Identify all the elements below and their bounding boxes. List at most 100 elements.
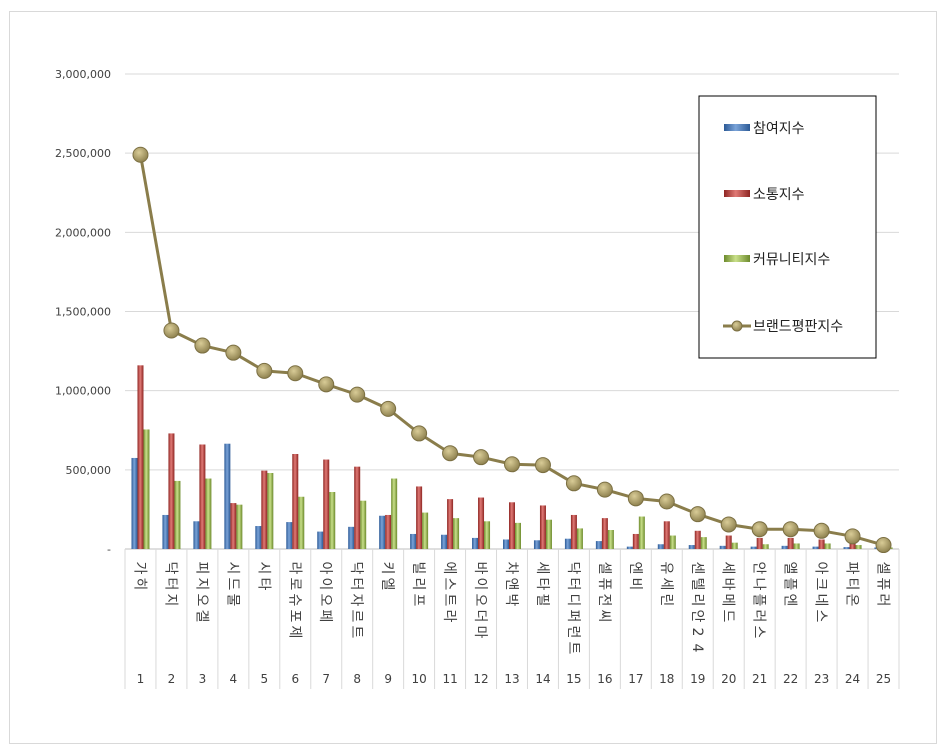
line-point bbox=[565, 475, 582, 492]
x-category-label: 타 bbox=[255, 578, 271, 591]
bar bbox=[174, 480, 181, 549]
bar bbox=[607, 530, 614, 549]
x-category-label: 셀 bbox=[875, 562, 891, 575]
bar bbox=[545, 519, 552, 549]
bar bbox=[267, 473, 274, 549]
x-category-label: 아 bbox=[813, 562, 829, 575]
bar bbox=[379, 515, 386, 549]
bar bbox=[472, 537, 479, 549]
line-point bbox=[813, 522, 830, 539]
line-point bbox=[163, 322, 180, 339]
x-rank-label: 24 bbox=[845, 672, 860, 686]
x-category-label: 드 bbox=[224, 578, 240, 591]
line-point bbox=[844, 528, 861, 545]
x-category-label: 세 bbox=[658, 578, 674, 591]
bar bbox=[441, 534, 448, 549]
x-rank-label: 15 bbox=[566, 672, 581, 686]
bar bbox=[750, 546, 757, 549]
x-category-label: 제 bbox=[286, 626, 302, 639]
x-category-label: 런 bbox=[565, 626, 581, 639]
y-tick-label: 2,000,000 bbox=[55, 226, 111, 239]
x-rank-label: 2 bbox=[168, 672, 176, 686]
bar bbox=[533, 540, 540, 549]
bar bbox=[539, 505, 546, 549]
line-point bbox=[132, 146, 149, 163]
x-category-label: 퍼 bbox=[565, 610, 581, 623]
x-category-label: 2 bbox=[689, 628, 705, 637]
line-point bbox=[782, 521, 799, 538]
x-category-label: 르 bbox=[348, 610, 364, 623]
bar bbox=[323, 459, 330, 549]
line-point bbox=[627, 490, 644, 507]
bar bbox=[595, 541, 602, 549]
bar bbox=[453, 518, 460, 549]
x-category-label: 필 bbox=[534, 594, 550, 607]
x-category-label: 퓨 bbox=[875, 578, 891, 591]
x-axis: 가히1닥터지2피지오겔3시드물4시타5라로슈포제6아이오페7닥터자르트8키엘9빌… bbox=[124, 548, 900, 689]
bars bbox=[131, 365, 893, 549]
x-category-label: 라 bbox=[286, 562, 302, 575]
bar bbox=[137, 365, 144, 549]
x-category-label: 크 bbox=[813, 578, 829, 591]
line-point bbox=[596, 481, 613, 498]
x-category-label: 트 bbox=[441, 594, 457, 607]
bar bbox=[416, 486, 423, 549]
bar bbox=[199, 444, 206, 549]
x-category-label: 마 bbox=[472, 626, 488, 639]
legend-entry: 커뮤니티지수 bbox=[753, 252, 830, 268]
legend-entry: 참여지수 bbox=[753, 121, 805, 137]
line-point bbox=[287, 365, 304, 382]
line-point bbox=[658, 493, 675, 510]
bar bbox=[663, 521, 670, 549]
x-category-label: 더 bbox=[472, 610, 488, 623]
bar bbox=[391, 478, 398, 549]
x-category-label: 닥 bbox=[348, 562, 364, 575]
x-category-label: 리 bbox=[689, 594, 705, 607]
x-category-label: 플 bbox=[782, 578, 798, 591]
bar bbox=[484, 521, 491, 549]
reputation-line bbox=[132, 146, 892, 554]
x-category-label: 페 bbox=[317, 610, 333, 623]
x-category-label: 텔 bbox=[689, 578, 705, 591]
x-category-label: 메 bbox=[720, 594, 736, 607]
bar bbox=[824, 543, 831, 549]
x-rank-label: 12 bbox=[473, 672, 488, 686]
x-category-label: 키 bbox=[379, 562, 395, 575]
x-category-label: 가 bbox=[131, 562, 147, 575]
line-point bbox=[534, 457, 551, 474]
x-category-label: 세 bbox=[534, 562, 550, 575]
x-category-label: 엘 bbox=[379, 578, 395, 591]
x-category-label: 티 bbox=[844, 578, 860, 591]
bar bbox=[632, 533, 639, 549]
x-rank-label: 4 bbox=[230, 672, 238, 686]
bar bbox=[725, 535, 732, 549]
x-category-label: 트 bbox=[565, 642, 581, 655]
bar bbox=[162, 514, 169, 549]
bar bbox=[168, 433, 175, 549]
bar bbox=[731, 542, 738, 549]
x-category-label: 안 bbox=[751, 562, 767, 575]
bar bbox=[601, 518, 608, 549]
x-category-label: 네 bbox=[813, 594, 829, 607]
bar bbox=[360, 500, 367, 549]
y-tick-label: 3,000,000 bbox=[55, 68, 111, 81]
bar bbox=[503, 539, 509, 549]
x-category-label: 바 bbox=[720, 578, 736, 591]
bar bbox=[756, 537, 763, 549]
bar bbox=[143, 429, 150, 549]
legend-marker bbox=[731, 320, 743, 332]
x-category-label: 포 bbox=[286, 610, 302, 623]
x-rank-label: 5 bbox=[260, 672, 268, 686]
gridlines bbox=[125, 73, 899, 471]
y-tick-label: 1,000,000 bbox=[55, 385, 111, 398]
x-category-label: 디 bbox=[565, 594, 581, 607]
x-category-label: 바 bbox=[472, 562, 488, 575]
x-category-label: 트 bbox=[348, 626, 364, 639]
x-category-label: 비 bbox=[627, 578, 643, 591]
y-tick-label: - bbox=[107, 543, 111, 556]
x-rank-label: 22 bbox=[783, 672, 798, 686]
x-category-label: 히 bbox=[131, 578, 147, 591]
bar bbox=[657, 544, 664, 549]
x-category-label: 닥 bbox=[162, 562, 178, 575]
